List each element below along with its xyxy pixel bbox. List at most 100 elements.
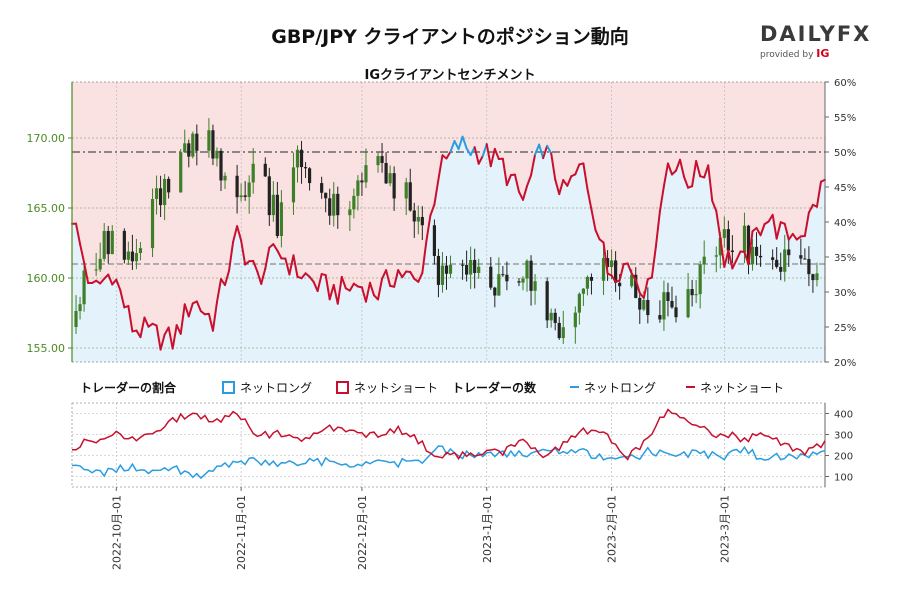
logo-brand: IG	[816, 47, 830, 60]
candle-body	[251, 163, 255, 183]
sentiment-segment	[79, 242, 86, 264]
candle-body	[460, 264, 465, 266]
sentiment-segment	[658, 184, 665, 213]
sentiment-segment	[465, 147, 472, 156]
candle-body	[263, 163, 267, 177]
candle-body	[489, 266, 493, 288]
sentiment-segment	[171, 324, 178, 350]
sentiment-background	[72, 82, 825, 362]
sentiment-segment	[477, 155, 484, 165]
sentiment-segment	[183, 303, 190, 318]
sentiment-segment	[558, 179, 565, 196]
candle-body	[726, 229, 730, 251]
legend-count-title-text: トレーダーの数	[452, 380, 537, 395]
sentiment-segment	[586, 187, 593, 211]
candle-body	[360, 180, 364, 183]
candle-body	[614, 260, 618, 283]
sentiment-segment	[711, 199, 718, 212]
candle-body	[167, 178, 171, 193]
candle-body	[126, 251, 130, 260]
x-tick-label: 2023-1月-01	[481, 495, 494, 563]
sentiment-segment	[618, 263, 625, 282]
candle-body	[247, 182, 251, 197]
candle-body	[416, 216, 420, 222]
candle-body	[775, 259, 779, 267]
sentiment-segment	[662, 162, 669, 187]
sentiment-segment	[642, 278, 649, 299]
candle-body	[150, 198, 155, 249]
candle-body	[686, 289, 690, 318]
candle-body	[646, 299, 650, 316]
candle-body	[388, 173, 392, 184]
legend-ratio-title: トレーダーの割合	[80, 379, 176, 395]
sentiment-segment	[417, 271, 424, 283]
candle-body	[581, 288, 585, 294]
sentiment-segment	[449, 140, 456, 153]
candle-body	[545, 281, 549, 321]
sentiment-segment	[324, 274, 331, 301]
sentiment-segment	[445, 150, 452, 160]
legend-ratio-short: ネットショート	[336, 379, 438, 395]
candle-body	[219, 150, 223, 181]
candle-body	[279, 202, 283, 237]
candle-body	[811, 274, 815, 281]
legend-ratio-title-text: トレーダーの割合	[80, 380, 177, 395]
sentiment-segment	[594, 229, 601, 241]
sentiment-segment	[429, 203, 436, 217]
sentiment-segment	[610, 274, 617, 283]
candle-body	[179, 152, 183, 193]
candle-body	[670, 300, 674, 308]
sentiment-segment	[691, 160, 698, 188]
candle-body	[211, 130, 215, 159]
candle-body	[618, 282, 622, 287]
candle-body	[553, 312, 557, 323]
candle-body	[392, 173, 396, 199]
legend-short-square-icon	[336, 380, 349, 394]
sentiment-segment	[167, 326, 174, 350]
sentiment-segment	[340, 275, 347, 290]
sentiment-segment	[252, 259, 259, 273]
candle-body	[295, 149, 300, 168]
candle-body	[605, 258, 610, 268]
candle-body	[666, 292, 670, 301]
candle-body	[742, 225, 747, 253]
sentiment-segment	[461, 135, 468, 150]
sentiment-segment	[582, 162, 589, 190]
sentiment-segment	[679, 158, 686, 178]
x-tick-label: 2022-12月-01	[356, 495, 369, 570]
candle-body	[183, 143, 187, 153]
logo-provided-by-text: provided by	[760, 50, 814, 60]
legend-count-title: トレーダーの数	[452, 379, 536, 395]
sentiment-segment	[143, 316, 150, 328]
chart-subtitle: IGクライアントセンチメント	[364, 68, 536, 83]
sentiment-segment	[473, 146, 480, 165]
logo-text: DAILYFX	[760, 22, 872, 46]
candle-body	[549, 312, 553, 321]
sentiment-segment	[683, 175, 690, 189]
sentiment-segment	[807, 203, 814, 214]
candle-body	[694, 294, 698, 296]
candle-body	[754, 246, 759, 256]
candle-body	[561, 327, 565, 339]
candle-body	[332, 193, 336, 216]
candle-body	[404, 182, 408, 199]
sentiment-segment	[292, 254, 299, 278]
sentiment-segment	[550, 152, 557, 181]
candle-body	[235, 175, 239, 198]
sentiment-segment	[554, 178, 561, 196]
candle-body	[662, 292, 666, 320]
count-tick-label: 300	[834, 431, 853, 442]
sentiment-segment	[75, 222, 82, 245]
sentiment-segment	[538, 143, 545, 160]
sentiment-segment	[727, 249, 734, 270]
sentiment-segment	[187, 302, 194, 318]
sentiment-segment	[207, 312, 214, 332]
sentiment-segment	[328, 284, 335, 301]
sentiment-segment	[215, 278, 222, 304]
sentiment-segment	[300, 272, 307, 280]
sentiment-segment	[377, 277, 384, 301]
sentiment-segment	[489, 147, 496, 168]
sentiment-segment	[546, 144, 553, 155]
candle-body	[573, 312, 577, 328]
